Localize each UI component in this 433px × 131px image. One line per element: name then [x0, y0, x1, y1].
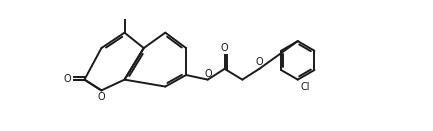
- Text: O: O: [97, 92, 105, 102]
- Text: O: O: [64, 74, 71, 84]
- Text: O: O: [255, 57, 263, 67]
- Text: O: O: [221, 43, 229, 53]
- Text: O: O: [205, 69, 212, 79]
- Text: Cl: Cl: [300, 82, 310, 92]
